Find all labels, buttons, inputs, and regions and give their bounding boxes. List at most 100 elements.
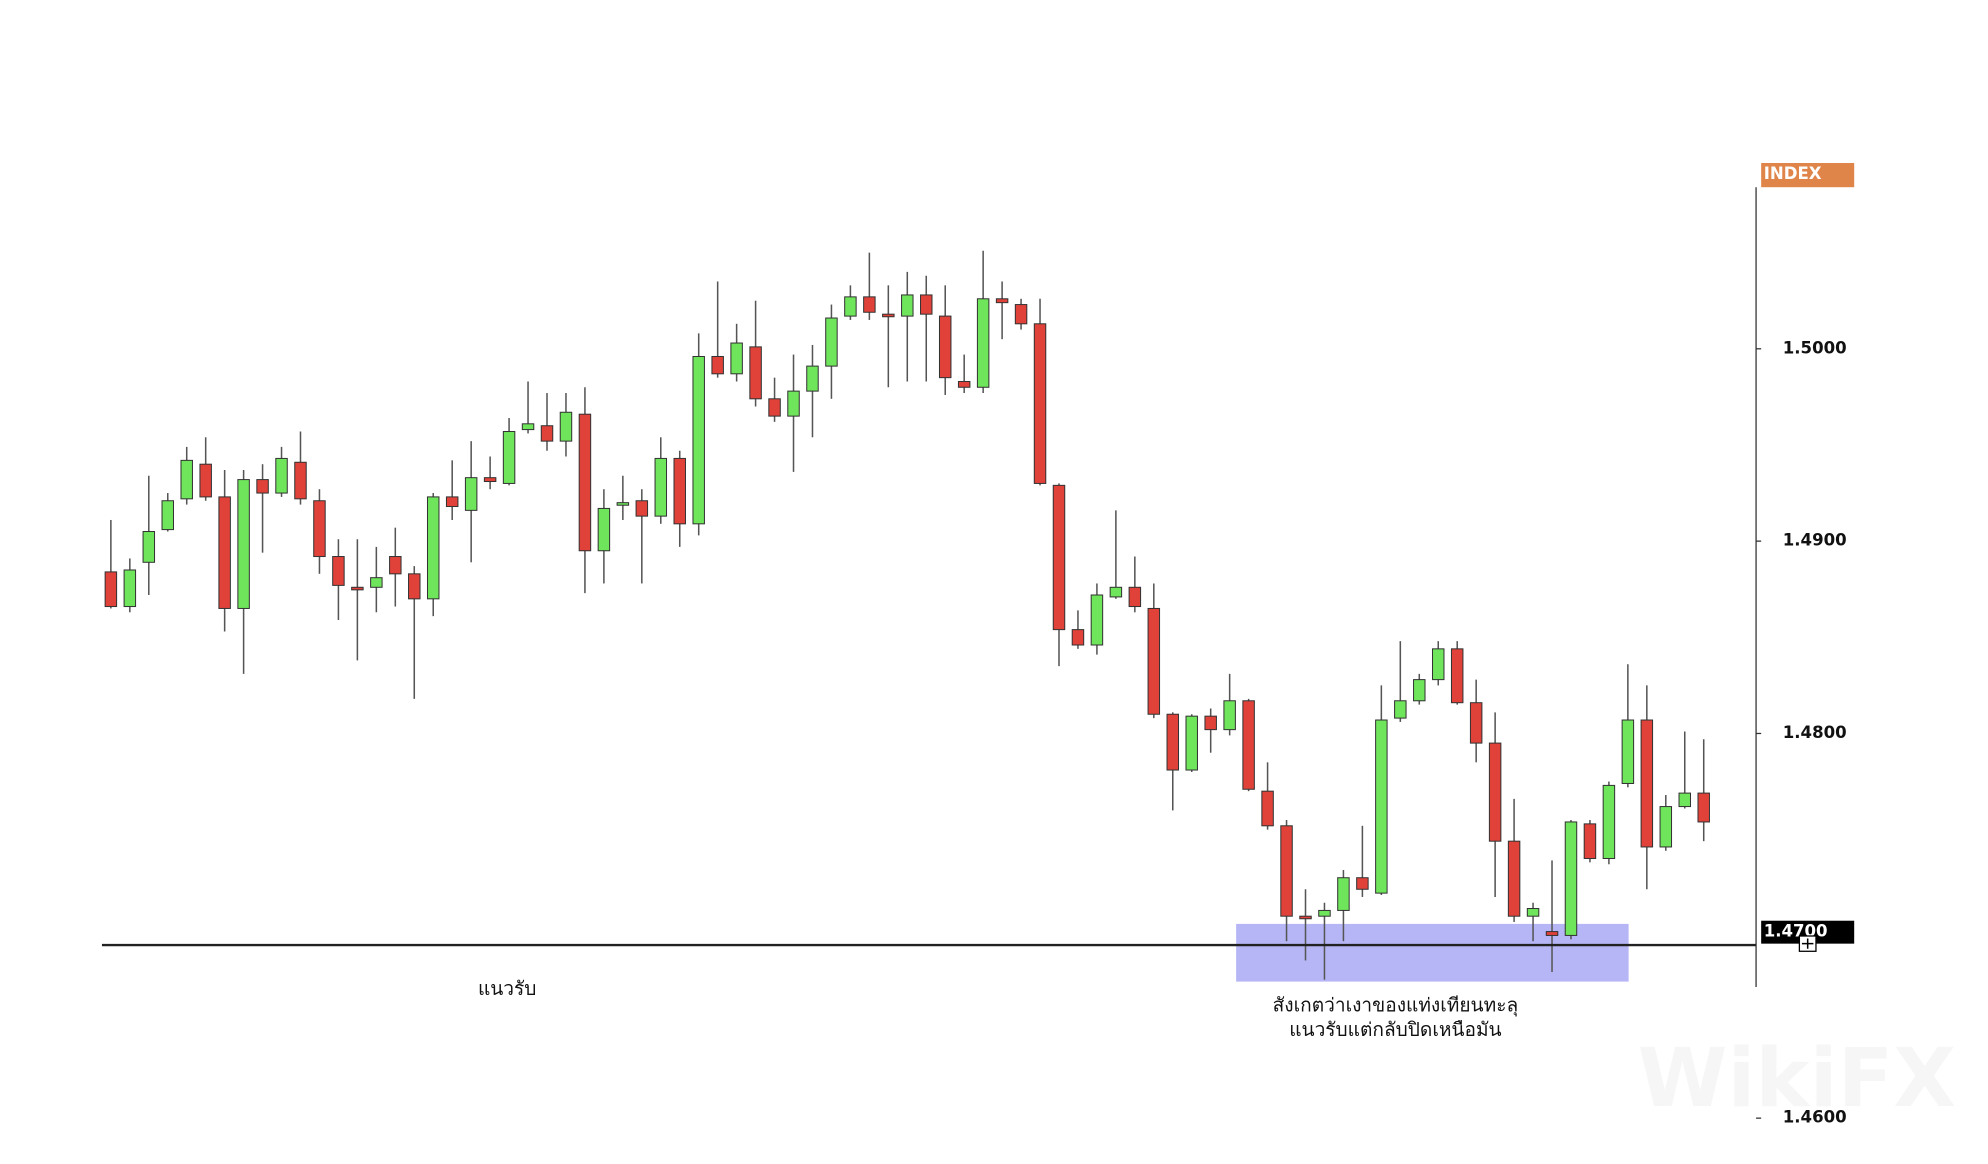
candle-body [218, 496, 231, 609]
candle-body [635, 500, 649, 517]
candle-body [180, 459, 193, 500]
candle-body [938, 315, 952, 379]
candle-body [768, 398, 781, 417]
candle-body [389, 556, 402, 575]
candle-body [1280, 825, 1293, 917]
candle-body [1090, 594, 1104, 646]
crosshair-icon [1801, 938, 1814, 949]
candle-body [1223, 700, 1236, 731]
candle-body [1621, 719, 1635, 784]
annotation: สังเกตว่าเงาของแท่งเทียนทะลุ [1273, 994, 1519, 1018]
candle-body [313, 500, 326, 558]
candle-body [1564, 821, 1578, 936]
support-label: แนวรับ [478, 977, 536, 1000]
candle-body [863, 296, 876, 313]
candle-body [1450, 648, 1464, 704]
candle-body [749, 346, 762, 400]
candle-body [1071, 629, 1085, 646]
candle-body [1109, 586, 1123, 598]
candle-body [540, 425, 554, 442]
candle-body [882, 313, 895, 318]
candle-body [976, 298, 990, 388]
candle-body [1659, 806, 1673, 848]
candle-body [1375, 719, 1388, 894]
candle-body [464, 477, 478, 511]
candle-body [426, 496, 440, 600]
candle-body [351, 586, 364, 591]
candle-body [1526, 907, 1540, 917]
candle-body [1640, 719, 1654, 848]
y-tick-label: 1.4800 [1783, 723, 1847, 742]
candle-body [1602, 784, 1616, 860]
axis-title-box [1761, 163, 1855, 188]
candle-body [844, 296, 857, 317]
axis-title: INDEX [1764, 164, 1822, 183]
candle-body [1166, 713, 1180, 771]
candle-body [1356, 877, 1369, 890]
candle-body [445, 496, 459, 508]
candle-body [578, 413, 592, 552]
candle-body [1413, 679, 1426, 702]
candle-body [275, 457, 288, 494]
candle-body [256, 479, 269, 494]
candle-body [1545, 931, 1559, 936]
y-tick-label: 1.5000 [1783, 338, 1847, 357]
cursor-label: 1.4700 [1764, 922, 1828, 941]
candle-body [502, 430, 516, 484]
candle-body [1431, 648, 1445, 681]
candle-body [408, 573, 421, 600]
candle-body [1299, 915, 1312, 920]
candle-body [654, 457, 668, 517]
candle-body [332, 556, 345, 586]
candle-body [957, 380, 971, 388]
candle-body [730, 342, 743, 375]
candle-body [1337, 877, 1350, 911]
y-tick-label: 1.4900 [1783, 531, 1847, 550]
candle-body [559, 411, 573, 442]
candle-body [1242, 700, 1255, 790]
annotation: แนวรับแต่กลับปิดเหนือมัน [1289, 1018, 1501, 1041]
candle-body [1394, 700, 1407, 719]
candle-body [1014, 304, 1028, 325]
candle-body [1697, 792, 1710, 823]
candle-body [199, 463, 212, 498]
candle-body [825, 317, 838, 367]
candle-body [521, 423, 535, 431]
candle-body [1147, 607, 1161, 715]
candle-body [104, 571, 118, 608]
candle-body [483, 477, 497, 483]
candle-body [597, 507, 611, 552]
candle-body [1261, 790, 1274, 827]
candle-body [1052, 484, 1066, 631]
candle-body [161, 500, 175, 531]
candle-body [1507, 840, 1521, 917]
candle-body [123, 569, 137, 608]
candle-body [920, 294, 933, 315]
candle-body [1128, 586, 1142, 608]
candle-body [787, 390, 800, 417]
candle-body [711, 355, 724, 375]
candle-body [1318, 909, 1331, 917]
candle-body [1033, 323, 1047, 484]
candle-body [237, 479, 250, 609]
candle-body [370, 577, 383, 588]
candle-body [1204, 715, 1217, 731]
candle-body [1488, 742, 1502, 842]
candle-body [1583, 823, 1597, 860]
candle-body [1469, 702, 1483, 744]
candle-body [673, 457, 686, 525]
candle-body [142, 531, 156, 563]
candle-body [806, 365, 819, 392]
cursor-label-box [1761, 920, 1855, 944]
candle-body [995, 298, 1009, 304]
candle-body [1678, 792, 1691, 808]
candle-body [294, 461, 307, 500]
highlight-zone [1236, 923, 1629, 982]
candle-body [616, 502, 630, 506]
y-tick-label: 1.4600 [1783, 1108, 1847, 1127]
candle-body [901, 294, 914, 317]
candle-body [1185, 715, 1198, 771]
candle-body [692, 355, 705, 525]
